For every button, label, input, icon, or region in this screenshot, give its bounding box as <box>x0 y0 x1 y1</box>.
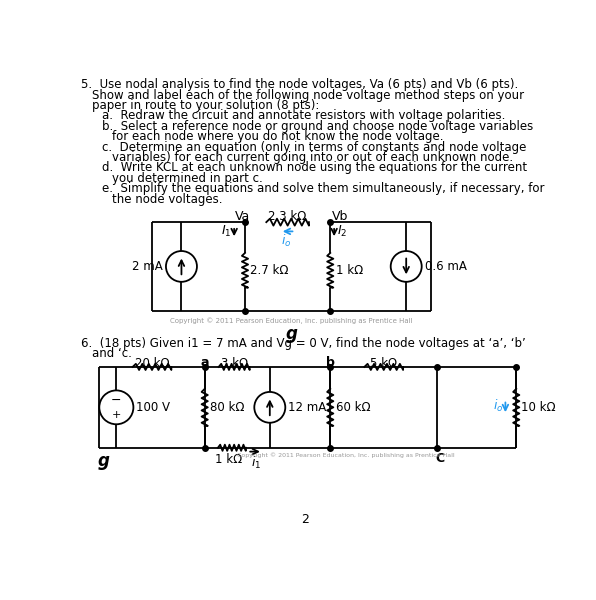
Text: a.  Redraw the circuit and annotate resistors with voltage polarities.: a. Redraw the circuit and annotate resis… <box>102 109 505 122</box>
Text: +: + <box>111 410 121 421</box>
Text: g: g <box>97 452 109 470</box>
Text: c.  Determine an equation (only in terms of constants and node voltage: c. Determine an equation (only in terms … <box>102 140 526 154</box>
Text: and ‘c.: and ‘c. <box>92 347 132 360</box>
Text: Copyright © 2011 Pearson Education, Inc. publishing as Prentice Hall: Copyright © 2011 Pearson Education, Inc.… <box>170 317 413 323</box>
Text: the node voltages.: the node voltages. <box>111 193 222 206</box>
Text: b.  Select a reference node or ground and choose node voltage variables: b. Select a reference node or ground and… <box>102 120 533 133</box>
Text: you determined in part c.: you determined in part c. <box>111 172 262 185</box>
Text: paper in route to your solution (8 pts):: paper in route to your solution (8 pts): <box>92 99 319 112</box>
Text: e.  Simplify the equations and solve them simultaneously, if necessary, for: e. Simplify the equations and solve them… <box>102 182 544 195</box>
Text: 12 mA: 12 mA <box>288 401 327 414</box>
Text: 2.3 kΩ: 2.3 kΩ <box>268 210 307 223</box>
Text: 2 mA: 2 mA <box>132 260 163 273</box>
Text: 80 kΩ: 80 kΩ <box>210 401 244 414</box>
Text: variables) for each current going into or out of each unknown node.: variables) for each current going into o… <box>111 151 513 164</box>
Text: 60 kΩ: 60 kΩ <box>336 401 370 414</box>
Text: 20 kΩ: 20 kΩ <box>135 357 169 370</box>
Text: Show and label each of the following node voltage method steps on your: Show and label each of the following nod… <box>92 89 524 101</box>
Text: Va: Va <box>235 210 250 223</box>
Text: 2: 2 <box>302 514 309 526</box>
Text: 5.  Use nodal analysis to find the node voltages, Va (6 pts) and Vb (6 pts).: 5. Use nodal analysis to find the node v… <box>80 78 518 91</box>
Text: 1 kΩ: 1 kΩ <box>215 453 243 466</box>
Text: a: a <box>200 356 209 369</box>
Text: d.  Write KCL at each unknown node using the equations for the current: d. Write KCL at each unknown node using … <box>102 161 527 175</box>
Text: b: b <box>326 356 335 369</box>
Text: g: g <box>285 325 297 343</box>
Text: 0.6 mA: 0.6 mA <box>425 260 467 273</box>
Text: C: C <box>435 452 444 464</box>
Text: 1 kΩ: 1 kΩ <box>336 264 363 277</box>
Text: 3 kΩ: 3 kΩ <box>221 357 248 370</box>
Text: 10 kΩ: 10 kΩ <box>521 401 555 414</box>
Text: Vb: Vb <box>332 210 348 223</box>
Text: 5 kΩ: 5 kΩ <box>370 357 398 370</box>
Text: 100 V: 100 V <box>136 401 170 414</box>
Text: 6.  (18 pts) Given i1 = 7 mA and Vg = 0 V, find the node voltages at ‘a’, ‘b’: 6. (18 pts) Given i1 = 7 mA and Vg = 0 V… <box>80 337 526 350</box>
Text: Copyright © 2011 Pearson Education, Inc. publishing as Prentice Hall: Copyright © 2011 Pearson Education, Inc.… <box>237 452 455 458</box>
Text: $i_1$: $i_1$ <box>251 455 262 471</box>
Text: for each node where you do not know the node voltage.: for each node where you do not know the … <box>111 130 443 143</box>
Text: $I_2$: $I_2$ <box>337 223 347 239</box>
Text: $i_o$: $i_o$ <box>281 233 291 249</box>
Text: 2.7 kΩ: 2.7 kΩ <box>250 264 289 277</box>
Text: $I_1$: $I_1$ <box>221 223 231 239</box>
Text: −: − <box>111 394 122 407</box>
Text: $i_o$: $i_o$ <box>493 398 503 414</box>
